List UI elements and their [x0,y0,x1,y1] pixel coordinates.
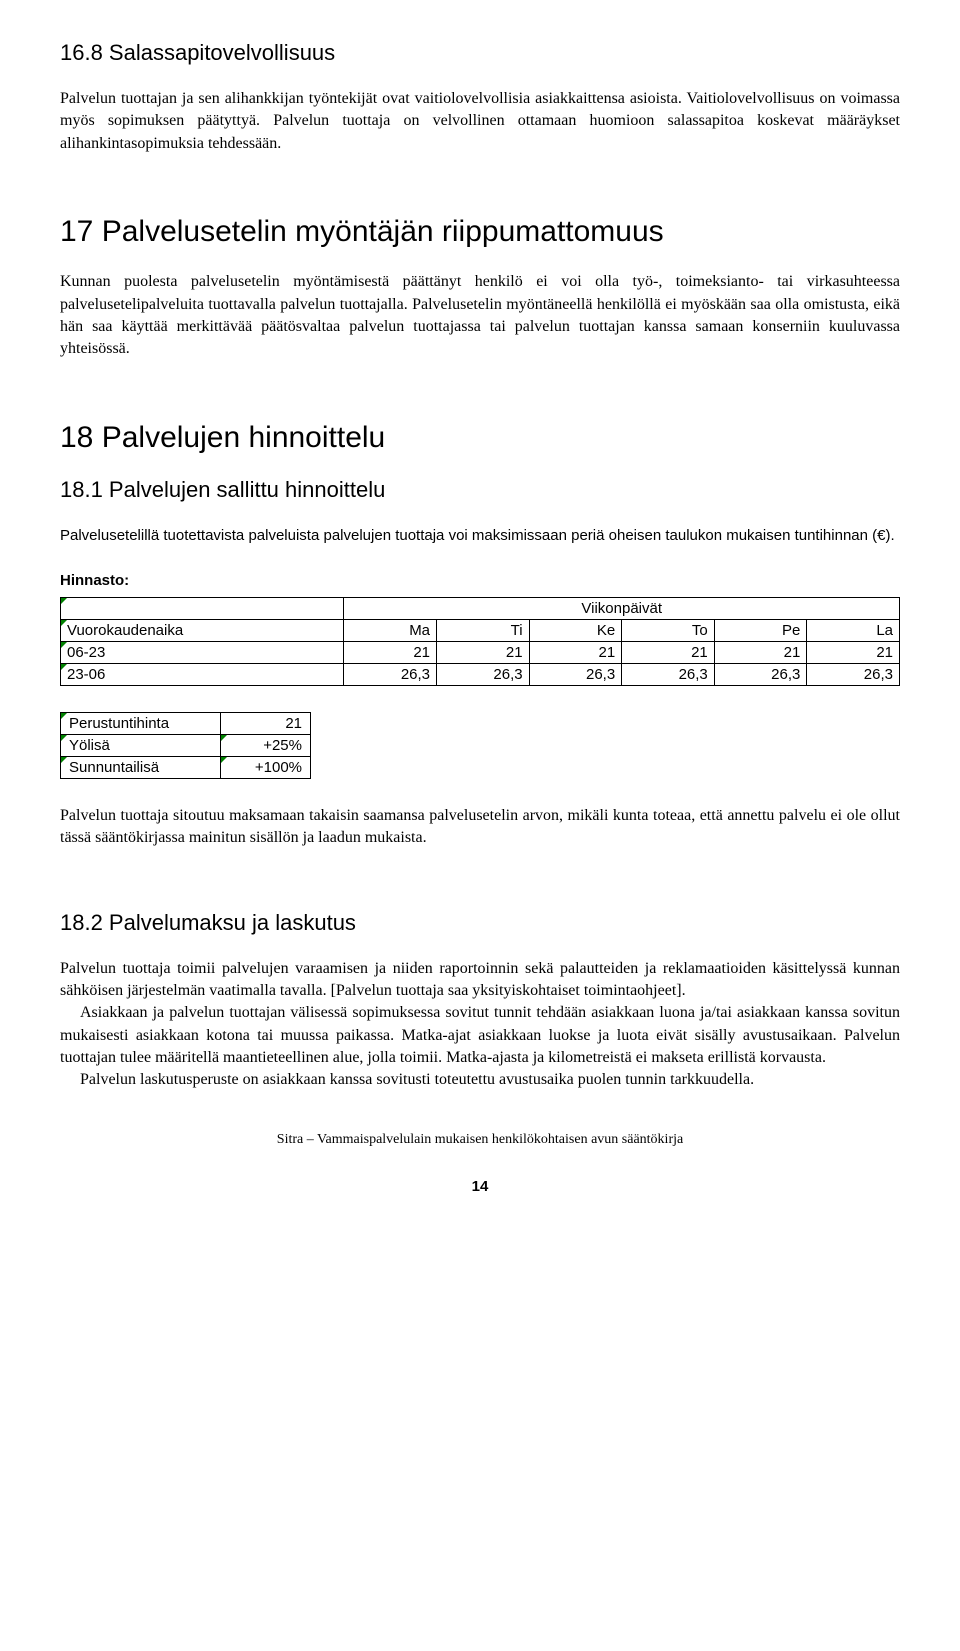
table-header-span: Viikonpäivät [344,597,900,619]
table-col-header: Ke [529,619,622,641]
table-cell: +100% [221,756,311,778]
heading-18-2: 18.2 Palvelumaksu ja laskutus [60,910,900,936]
heading-16-8: 16.8 Salassapitovelvollisuus [60,40,900,66]
table-col-header: Pe [714,619,807,641]
paragraph: Asiakkaan ja palvelun tuottajan välisess… [60,1002,900,1069]
table-col-header: To [622,619,715,641]
table-cell: 26,3 [529,663,622,685]
paragraph: Kunnan puolesta palvelusetelin myöntämis… [60,271,900,361]
paragraph: Palvelun tuottaja sitoutuu maksamaan tak… [60,805,900,850]
table-cell: 26,3 [344,663,437,685]
page-number: 14 [60,1178,900,1195]
table-cell: 26,3 [437,663,530,685]
table-row-label: Perustuntihinta [61,712,221,734]
table-cell: 21 [437,641,530,663]
table-cell: 21 [807,641,900,663]
table-row-label: Yölisä [61,734,221,756]
table-row-label: 06-23 [61,641,344,663]
table-cell: 21 [344,641,437,663]
table-cell: 26,3 [622,663,715,685]
paragraph: Palvelun laskutusperuste on asiakkaan ka… [60,1069,900,1091]
pricing-table: Viikonpäivät Vuorokaudenaika Ma Ti Ke To… [60,597,900,686]
footer-text: Sitra – Vammaispalvelulain mukaisen henk… [60,1132,900,1148]
hinnasto-label: Hinnasto: [60,572,900,589]
table-cell: 21 [714,641,807,663]
table-row-label: Sunnuntailisä [61,756,221,778]
table-cell: 21 [529,641,622,663]
paragraph: Palvelun tuottajan ja sen alihankkijan t… [60,88,900,155]
table-col-header: Ti [437,619,530,641]
table-cell: 26,3 [807,663,900,685]
table-cell: +25% [221,734,311,756]
surcharge-table: Perustuntihinta 21 Yölisä +25% Sunnuntai… [60,712,311,779]
heading-18: 18 Palvelujen hinnoittelu [60,421,900,455]
paragraph: Palvelusetelillä tuotettavista palveluis… [60,525,900,546]
table-col-header: La [807,619,900,641]
paragraph: Palvelun tuottaja toimii palvelujen vara… [60,958,900,1003]
table-row-label: 23-06 [61,663,344,685]
table-row-header: Vuorokaudenaika [61,619,344,641]
table-cell-empty [61,597,344,619]
table-cell: 26,3 [714,663,807,685]
heading-18-1: 18.1 Palvelujen sallittu hinnoittelu [60,477,900,503]
table-cell: 21 [221,712,311,734]
table-cell: 21 [622,641,715,663]
table-col-header: Ma [344,619,437,641]
heading-17: 17 Palvelusetelin myöntäjän riippumattom… [60,215,900,249]
